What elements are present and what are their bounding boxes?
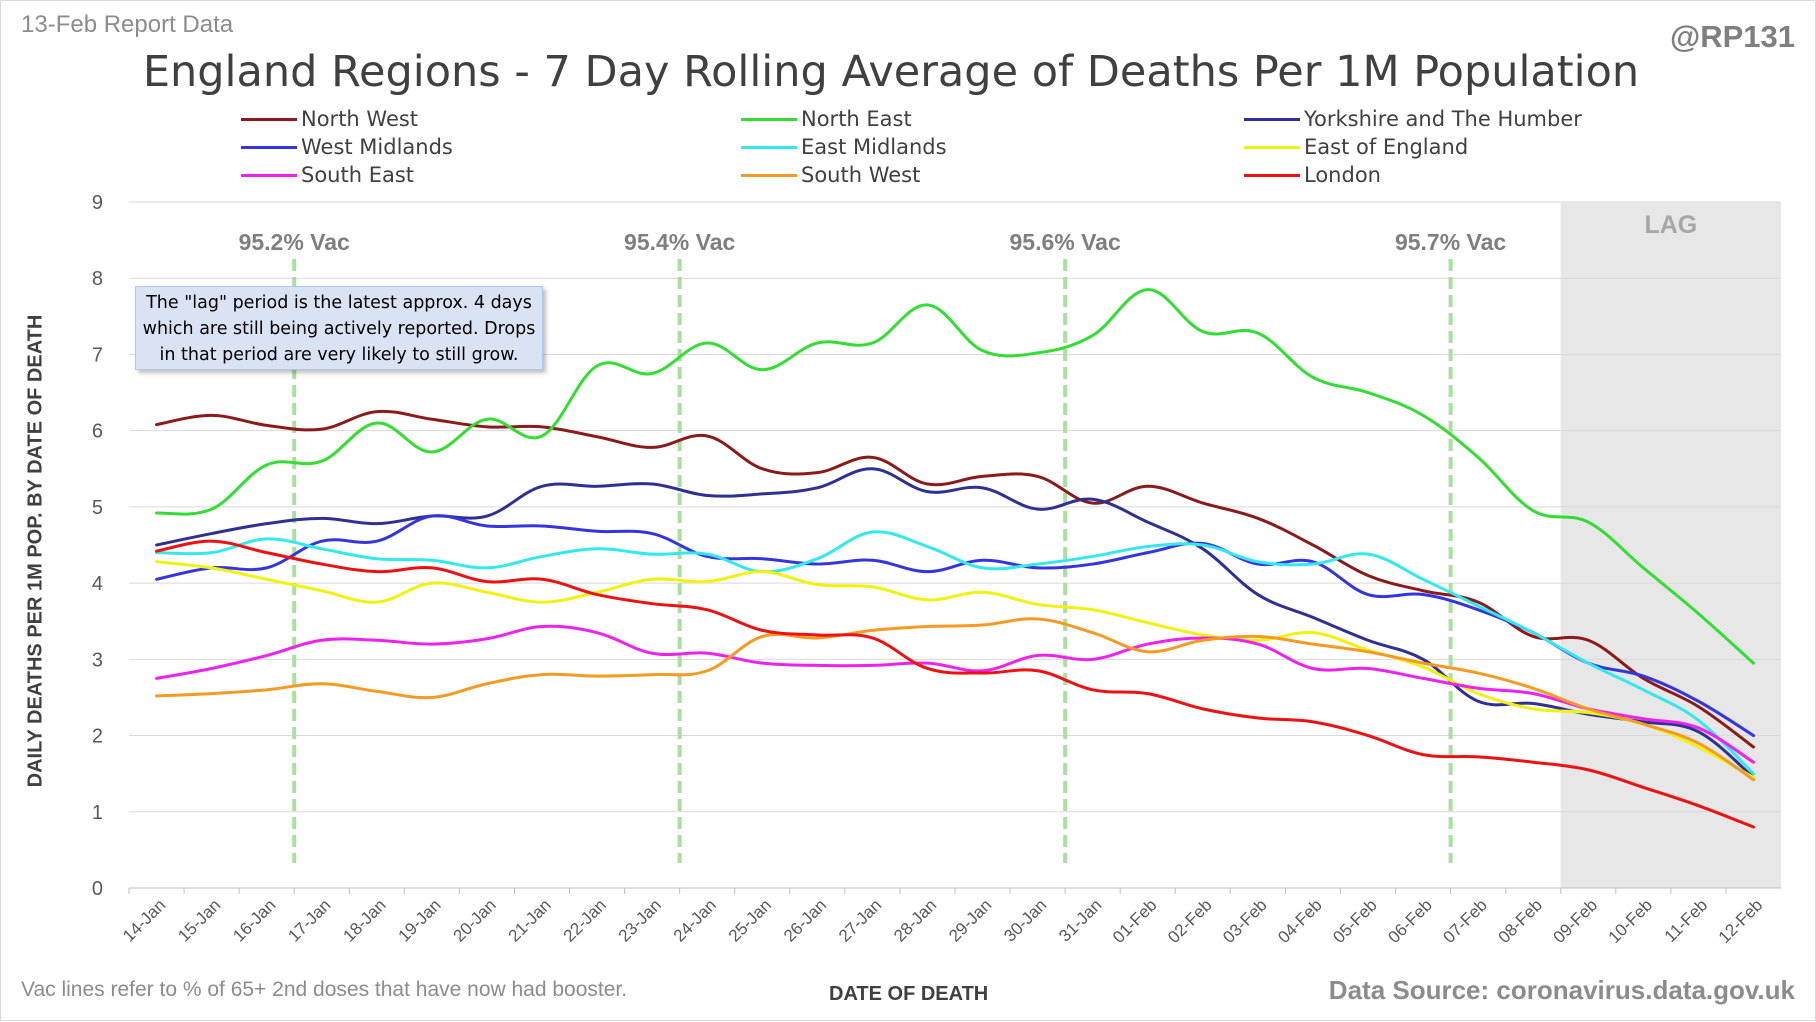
vac-label: 95.7% Vac [1395, 229, 1506, 255]
y-tick-label: 1 [92, 802, 103, 824]
legend-swatch [741, 173, 797, 177]
chart-title: England Regions - 7 Day Rolling Average … [142, 47, 1640, 97]
y-tick-label: 4 [92, 573, 103, 595]
x-tick-label: 15-Jan [174, 895, 224, 945]
x-tick-label: 07-Feb [1439, 895, 1491, 947]
x-tick-label: 29-Jan [945, 895, 995, 945]
legend-item: London [1244, 163, 1381, 187]
x-tick-label: 22-Jan [560, 895, 610, 945]
legend-swatch [241, 117, 297, 121]
legend-swatch [241, 145, 297, 149]
series-line [155, 617, 1755, 782]
vac-label: 95.6% Vac [1010, 229, 1121, 255]
series-line [155, 539, 1755, 829]
series-line [155, 288, 1755, 665]
x-tick-label: 31-Jan [1055, 895, 1105, 945]
legend-label: North East [801, 107, 912, 131]
x-tick-label: 05-Feb [1329, 895, 1381, 947]
lag-note-box: The "lag" period is the latest approx. 4… [135, 286, 543, 370]
series-line [155, 560, 1755, 779]
x-tick-label: 09-Feb [1550, 895, 1602, 947]
x-axis-label: DATE OF DEATH [829, 983, 989, 1005]
legend-swatch [1244, 173, 1300, 177]
x-tick-label: 01-Feb [1109, 895, 1161, 947]
lag-region [1560, 202, 1781, 888]
series-line [155, 530, 1755, 776]
legend-item: North West [241, 107, 418, 131]
lag-note-line: in that period are very likely to still … [159, 345, 519, 365]
y-tick-label: 3 [92, 649, 103, 671]
legend-swatch [241, 173, 297, 177]
legend-label: East of England [1304, 135, 1469, 159]
x-tick-label: 06-Feb [1384, 895, 1436, 947]
x-tick-label: 19-Jan [395, 895, 445, 945]
x-tick-label: 12-Feb [1715, 895, 1767, 947]
x-tick-label: 04-Feb [1274, 895, 1326, 947]
legend-label: East Midlands [801, 135, 947, 159]
x-tick-label: 23-Jan [615, 895, 665, 945]
legend-label: South East [301, 163, 415, 187]
x-tick-label: 27-Jan [835, 895, 885, 945]
x-tick-label: 03-Feb [1219, 895, 1271, 947]
y-tick-label: 0 [92, 878, 103, 900]
legend-label: West Midlands [301, 135, 453, 159]
legend-item: South West [741, 163, 920, 187]
y-tick-label: 8 [92, 268, 103, 290]
y-tick-label: 6 [92, 421, 103, 443]
legend-swatch [741, 117, 797, 121]
x-tick-label: 25-Jan [725, 895, 775, 945]
series-line [155, 409, 1755, 749]
legend-swatch [741, 145, 797, 149]
legend-label: Yorkshire and The Humber [1304, 107, 1582, 131]
legend-swatch [1244, 117, 1300, 121]
legend-label: South West [801, 163, 921, 187]
x-tick-label: 24-Jan [670, 895, 720, 945]
vac-label: 95.4% Vac [624, 229, 735, 255]
legend-item: East of England [1244, 135, 1468, 159]
y-tick-label: 7 [92, 344, 103, 366]
legend-swatch [1244, 145, 1300, 149]
x-tick-label: 10-Feb [1605, 895, 1657, 947]
series-line [155, 624, 1755, 764]
lag-note-line: which are still being actively reported.… [142, 319, 536, 339]
legend-item: West Midlands [241, 135, 453, 159]
x-tick-label: 30-Jan [1000, 895, 1050, 945]
x-tick-label: 21-Jan [505, 895, 555, 945]
x-tick-label: 16-Jan [229, 895, 279, 945]
lag-label: LAG [1644, 211, 1697, 239]
x-tick-label: 08-Feb [1494, 895, 1546, 947]
y-tick-label: 9 [92, 192, 103, 214]
vac-footnote: Vac lines refer to % of 65+ 2nd doses th… [21, 978, 628, 1001]
data-source: Data Source: coronavirus.data.gov.uk [1328, 975, 1795, 1005]
y-tick-label: 2 [92, 726, 103, 748]
x-tick-label: 20-Jan [450, 895, 500, 945]
x-tick-label: 18-Jan [339, 895, 389, 945]
report-date: 13-Feb Report Data [21, 11, 234, 38]
series-line [155, 514, 1755, 738]
legend-label: London [1304, 163, 1381, 187]
x-tick-label: 28-Jan [890, 895, 940, 945]
legend-item: East Midlands [741, 135, 947, 159]
author-handle: @RP131 [1669, 19, 1795, 54]
legend-item: South East [241, 163, 414, 187]
legend-item: Yorkshire and The Humber [1244, 107, 1582, 131]
legend-label: North West [301, 107, 419, 131]
vac-label: 95.2% Vac [239, 229, 350, 255]
legend-item: North East [741, 107, 912, 131]
x-tick-label: 17-Jan [284, 895, 334, 945]
x-tick-label: 26-Jan [780, 895, 830, 945]
x-tick-label: 11-Feb [1661, 895, 1712, 946]
y-tick-label: 5 [92, 497, 103, 519]
y-axis-label: DAILY DEATHS PER 1M POP. BY DATE OF DEAT… [24, 314, 47, 788]
x-tick-label: 02-Feb [1164, 895, 1216, 947]
x-tick-label: 14-Jan [119, 895, 169, 945]
lag-note-line: The "lag" period is the latest approx. 4… [146, 293, 532, 313]
